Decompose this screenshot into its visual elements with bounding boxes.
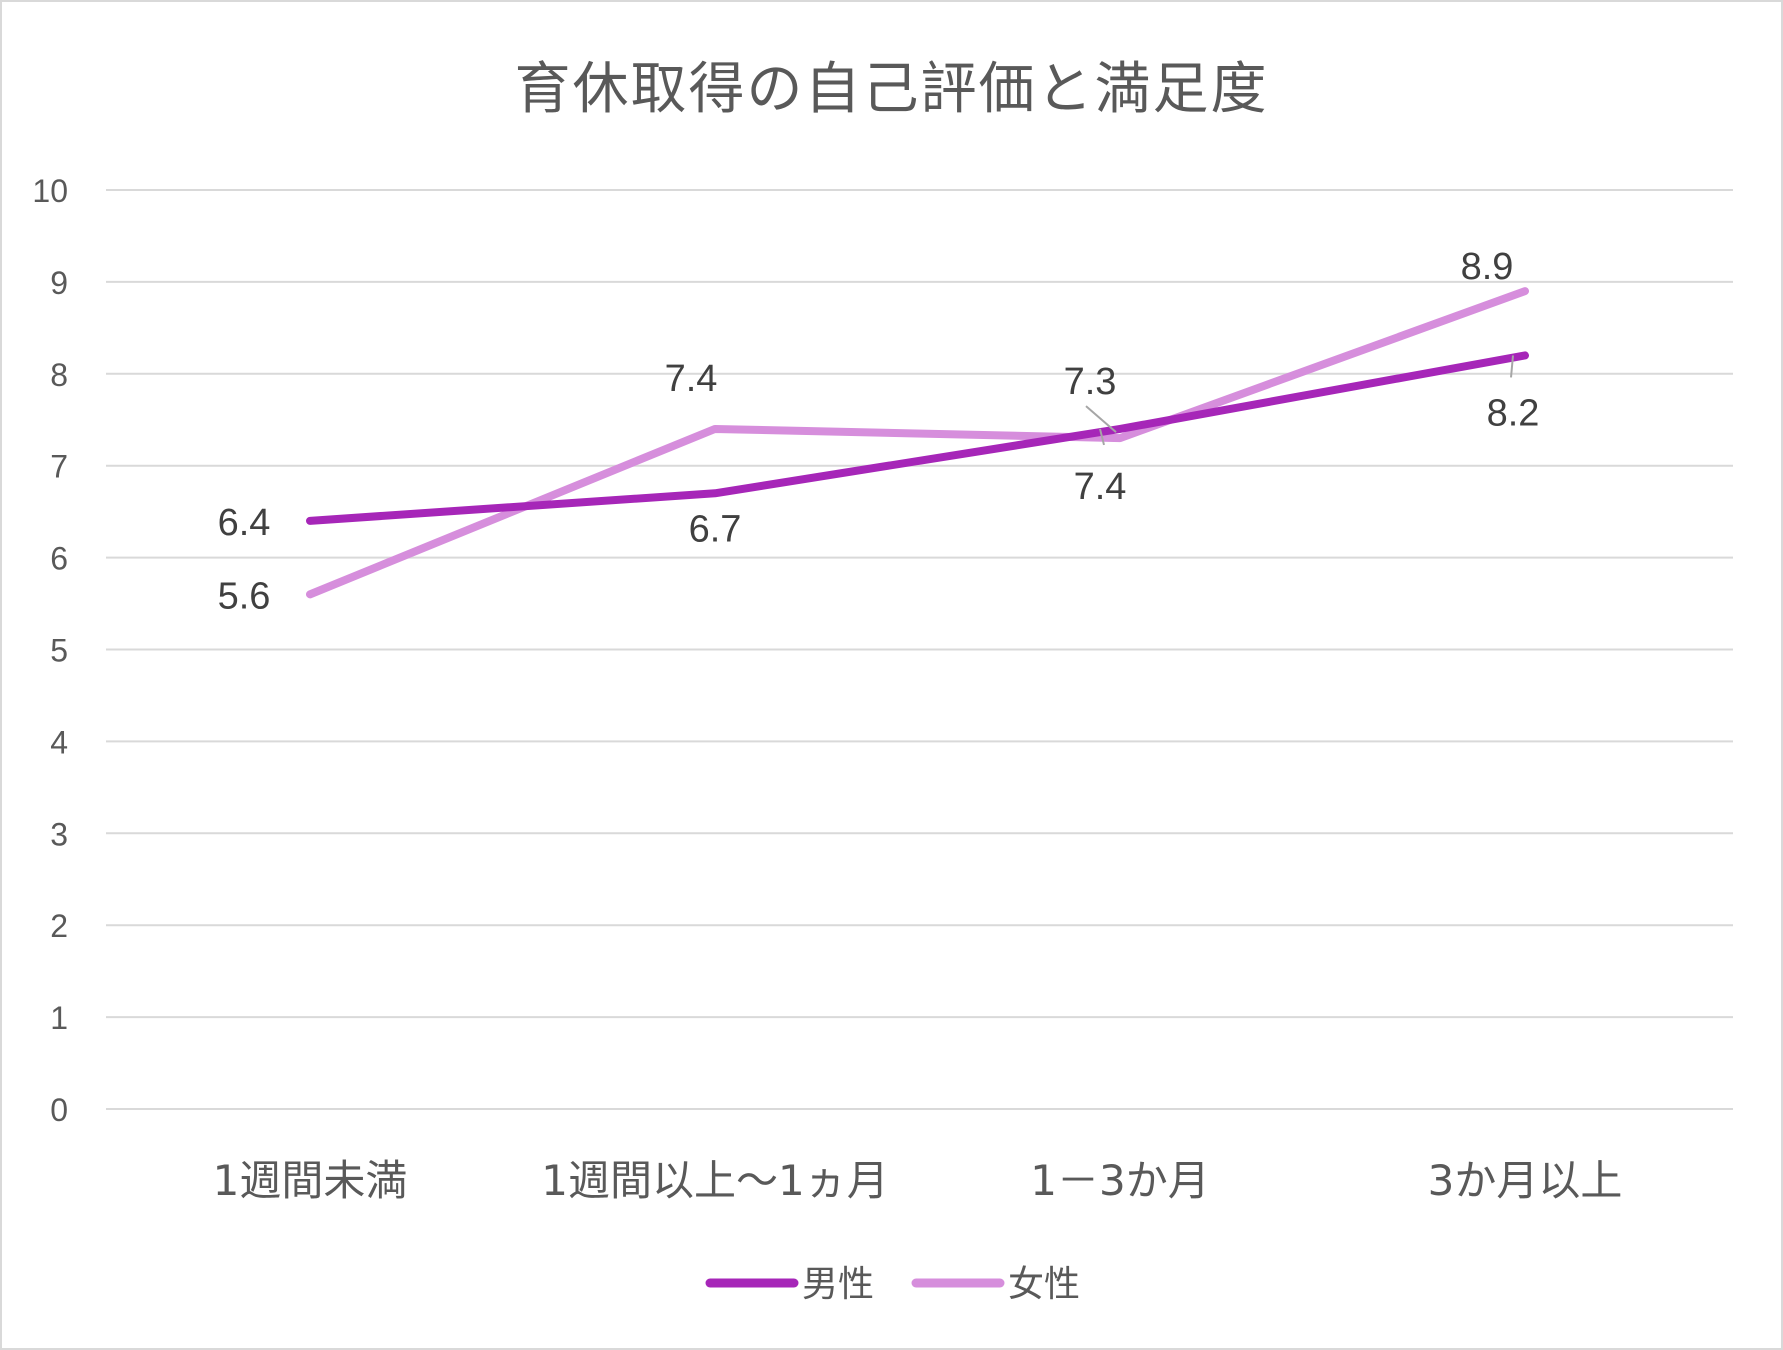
y-tick-label: 0 [50,1092,68,1128]
data-label: 6.4 [218,502,271,544]
data-label-leader [1099,428,1105,446]
y-tick-label: 8 [50,357,68,393]
data-label: 7.3 [1064,361,1117,403]
data-label-leader [1085,405,1117,433]
series-line-male [306,351,1529,525]
x-category-label: 1週間以上～1ヵ月 [541,1156,888,1205]
legend-label: 女性 [1008,1264,1080,1305]
legend-label: 男性 [802,1264,874,1305]
data-label: 5.6 [218,575,271,617]
y-tick-label: 1 [50,1000,68,1036]
y-tick-label: 7 [50,449,68,485]
y-tick-label: 5 [50,633,68,669]
x-category-label: 1－3か月 [1030,1156,1209,1205]
data-label: 8.2 [1487,392,1540,434]
y-tick-label: 9 [50,265,68,301]
y-tick-label: 10 [32,173,68,209]
chart-title: 育休取得の自己評価と満足度 [514,57,1269,122]
x-category-label: 3か月以上 [1428,1156,1623,1205]
y-axis-tick-labels: 0 1 2 3 4 5 6 7 8 9 10 [32,173,68,1128]
y-tick-label: 3 [50,816,68,852]
series-line-female [306,287,1529,599]
data-label-leaders [1085,355,1514,446]
x-axis-category-labels: 1週間未満 1週間以上～1ヵ月 1－3か月 3か月以上 [213,1156,1623,1205]
data-label: 7.4 [1074,466,1127,508]
y-tick-label: 2 [50,908,68,944]
y-tick-label: 6 [50,541,68,577]
y-tick-label: 4 [50,724,68,760]
data-label: 7.4 [665,358,718,400]
gridlines [106,189,1733,1110]
legend: 男性 女性 [705,1264,1080,1305]
data-label: 8.9 [1461,246,1514,288]
series-lines [306,287,1529,599]
data-label-leader [1510,355,1514,378]
data-label: 6.7 [689,508,742,550]
data-labels: 6.4 6.7 7.4 8.2 5.6 7.4 7.3 8.9 [218,246,1540,617]
x-category-label: 1週間未満 [213,1156,408,1205]
